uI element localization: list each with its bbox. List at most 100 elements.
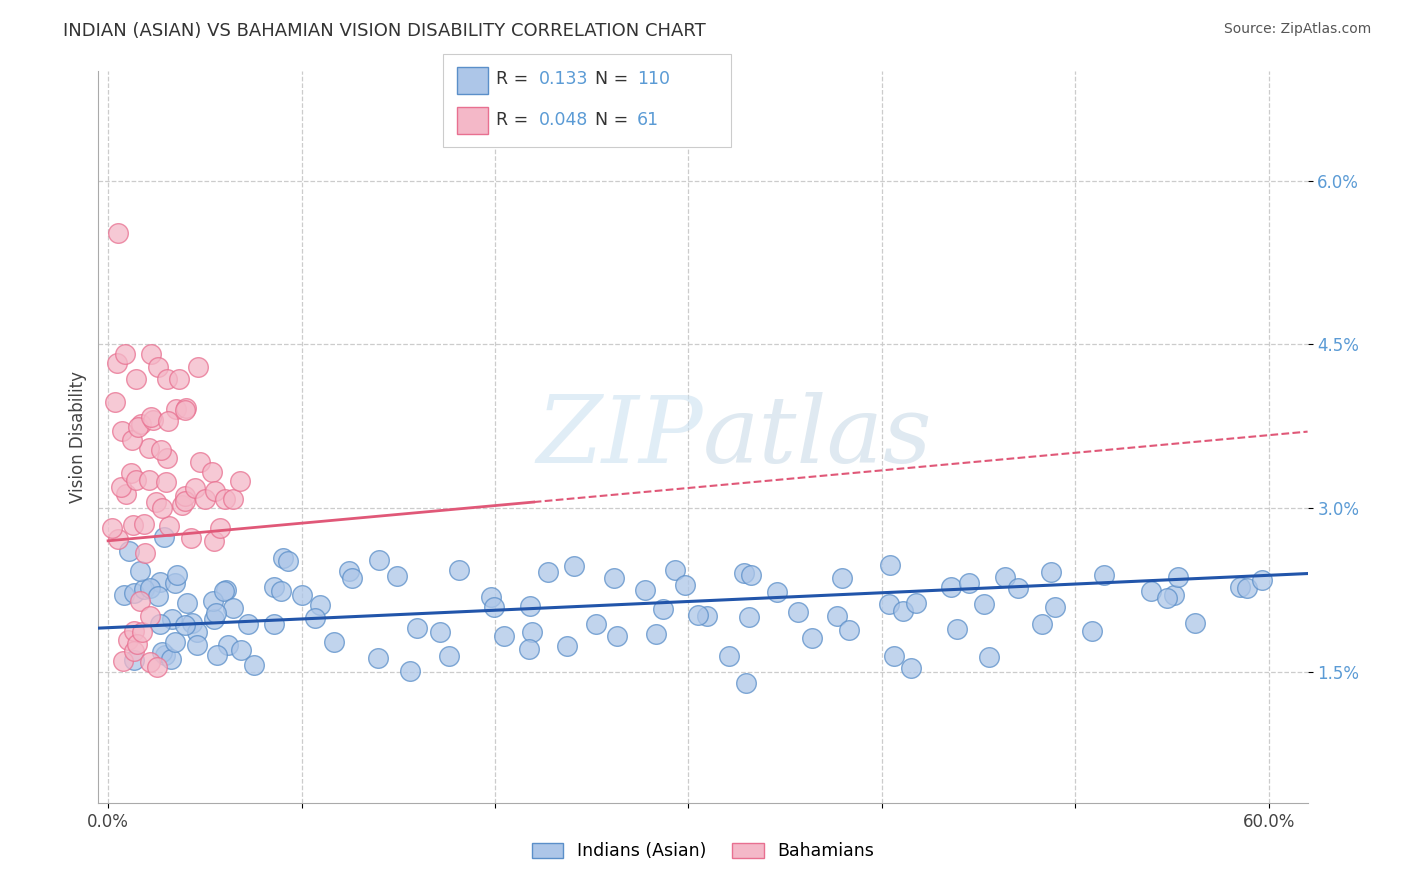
Point: [308, 598, 330, 612]
Point: [883, 648, 905, 663]
Point: [945, 622, 967, 636]
Point: [271, 550, 294, 565]
Point: [342, 571, 364, 585]
Point: [201, 465, 224, 479]
Point: [263, 617, 285, 632]
Point: [117, 632, 139, 647]
Point: [740, 568, 762, 582]
Text: 110: 110: [637, 70, 669, 88]
Point: [270, 584, 292, 599]
Point: [1140, 583, 1163, 598]
Point: [339, 565, 361, 579]
Point: [205, 648, 228, 663]
Point: [112, 654, 135, 668]
Point: [827, 608, 849, 623]
Point: [184, 481, 207, 495]
Point: [174, 403, 197, 417]
Text: N =: N =: [595, 70, 634, 88]
Point: [406, 621, 429, 635]
Point: [149, 617, 172, 632]
Point: [174, 489, 197, 503]
Point: [209, 521, 232, 535]
Point: [202, 534, 225, 549]
Point: [800, 631, 823, 645]
Point: [904, 596, 927, 610]
Point: [1092, 568, 1115, 582]
Text: ZIP: ZIP: [536, 392, 703, 482]
Point: [238, 616, 260, 631]
Point: [202, 611, 225, 625]
Point: [536, 566, 558, 580]
Point: [122, 517, 145, 532]
Point: [160, 612, 183, 626]
Point: [367, 651, 389, 665]
Point: [634, 583, 657, 598]
Point: [114, 347, 136, 361]
Point: [124, 624, 146, 638]
Point: [941, 580, 963, 594]
Point: [138, 473, 160, 487]
FancyBboxPatch shape: [457, 67, 488, 94]
Point: [585, 616, 607, 631]
Point: [1039, 565, 1062, 579]
Point: [115, 487, 138, 501]
Point: [831, 571, 853, 585]
Point: [170, 498, 193, 512]
Point: [1236, 581, 1258, 595]
Point: [994, 570, 1017, 584]
Point: [186, 625, 208, 640]
Point: [652, 601, 675, 615]
Point: [900, 661, 922, 675]
Point: [398, 664, 420, 678]
Point: [152, 500, 174, 515]
Y-axis label: Vision Disability: Vision Disability: [69, 371, 87, 503]
Point: [148, 574, 170, 589]
Point: [134, 582, 156, 596]
Point: [217, 638, 239, 652]
Point: [304, 611, 326, 625]
Point: [212, 584, 235, 599]
Point: [186, 638, 208, 652]
Point: [174, 493, 197, 508]
Point: [129, 564, 152, 578]
Point: [673, 578, 696, 592]
Point: [138, 581, 160, 595]
Point: [181, 616, 204, 631]
Point: [1167, 570, 1189, 584]
Point: [696, 609, 718, 624]
Point: [519, 599, 541, 613]
Point: [142, 413, 165, 427]
Point: [150, 645, 173, 659]
Text: 0.133: 0.133: [538, 70, 588, 88]
Text: N =: N =: [595, 112, 634, 129]
Point: [156, 450, 179, 465]
Point: [664, 563, 686, 577]
Point: [156, 372, 179, 386]
Point: [138, 442, 160, 456]
Point: [153, 648, 176, 663]
Point: [517, 642, 540, 657]
Point: [134, 545, 156, 559]
Point: [125, 473, 148, 487]
Point: [145, 494, 167, 508]
Point: [786, 605, 808, 619]
Point: [122, 586, 145, 600]
Point: [145, 659, 167, 673]
Point: [214, 491, 236, 506]
Point: [385, 568, 408, 582]
Point: [323, 634, 346, 648]
Point: [176, 596, 198, 610]
Point: [167, 372, 190, 386]
Point: [222, 600, 245, 615]
Point: [121, 433, 143, 447]
Point: [107, 226, 129, 240]
Point: [429, 625, 451, 640]
Point: [204, 484, 226, 499]
Point: [134, 517, 156, 532]
Point: [188, 455, 211, 469]
Point: [166, 567, 188, 582]
Point: [173, 618, 195, 632]
Point: [150, 442, 173, 457]
Point: [163, 635, 186, 649]
Point: [277, 554, 299, 568]
